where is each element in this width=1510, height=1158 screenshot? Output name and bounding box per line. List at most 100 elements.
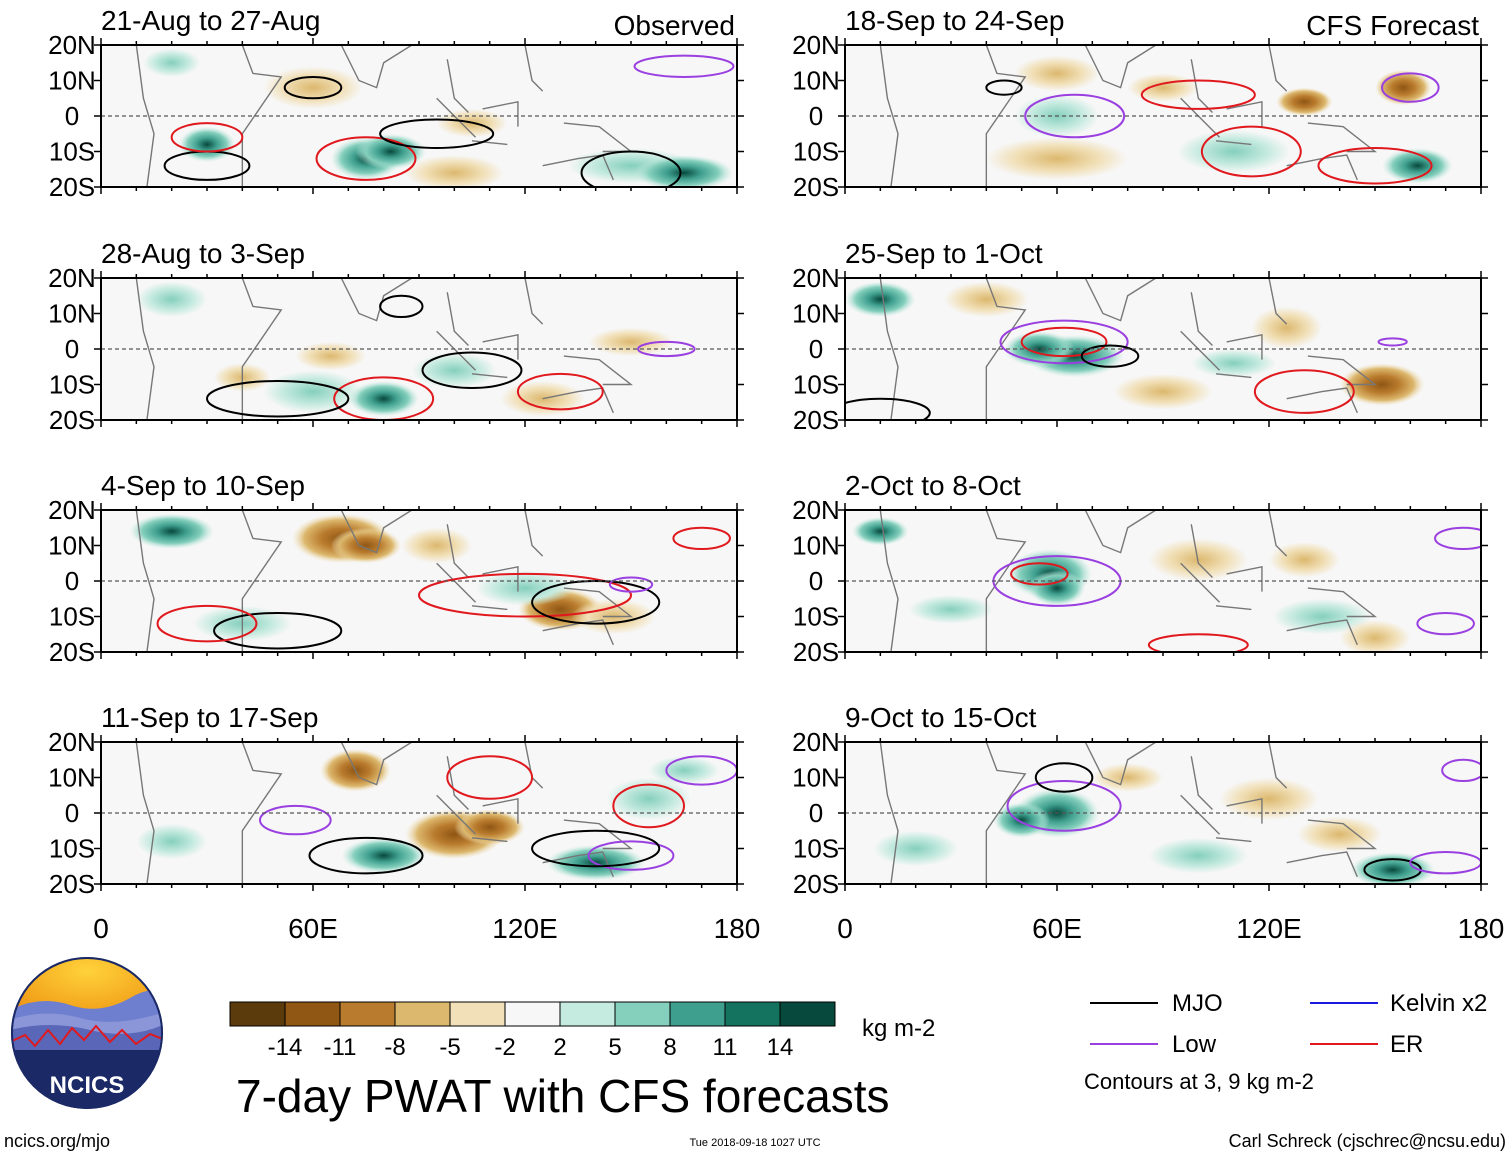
colorbar-swatch bbox=[669, 1001, 726, 1027]
colorbar-swatch bbox=[779, 1001, 836, 1027]
coastline bbox=[879, 510, 1378, 652]
contour-line bbox=[418, 572, 632, 618]
anomaly-blob bbox=[1177, 130, 1291, 173]
map-panel: 20N 10N 0 10S 20S 25-Sep to 1-Oct bbox=[792, 238, 1488, 435]
y-tick-label: 20S bbox=[793, 869, 839, 899]
y-tick-label: 0 bbox=[809, 334, 823, 364]
y-tick-label: 20N bbox=[48, 263, 96, 293]
contour-line bbox=[637, 340, 696, 358]
contour-line bbox=[1080, 344, 1140, 368]
anomaly-blob bbox=[178, 126, 236, 163]
map-panel: 20N 10N 0 10S 20S 9-Oct to 15-Oct 0 60E 120E 180 bbox=[792, 702, 1504, 944]
contour-line bbox=[999, 319, 1129, 365]
colorbar-label: -5 bbox=[439, 1034, 460, 1061]
panel-title: 28-Aug to 3-Sep bbox=[101, 238, 305, 269]
anomaly-blob bbox=[1339, 620, 1411, 652]
contour-line bbox=[672, 526, 731, 551]
colorbar-swatch bbox=[724, 1001, 781, 1027]
map-panel: 20N 10N 0 10S 20S 2-Oct to 8-Oct bbox=[792, 470, 1488, 667]
anomaly-blob bbox=[136, 823, 207, 860]
anomaly-blob bbox=[943, 281, 1029, 318]
colorbar-swatch bbox=[449, 1001, 506, 1027]
contour-line bbox=[1317, 146, 1433, 185]
contour-line bbox=[1020, 326, 1108, 358]
anomaly-blob bbox=[1191, 349, 1277, 378]
anomaly-blob bbox=[1028, 570, 1086, 606]
contour-line bbox=[665, 755, 737, 786]
contour-line bbox=[446, 755, 534, 800]
contour-line bbox=[1253, 369, 1355, 414]
contour-line bbox=[1377, 337, 1408, 347]
colorbar-swatch bbox=[284, 1001, 341, 1027]
anomaly-blob bbox=[1276, 87, 1333, 117]
y-tick-label: 10N bbox=[792, 531, 840, 561]
anomaly-blob bbox=[993, 802, 1050, 838]
colorbar-swatch bbox=[394, 1001, 451, 1027]
contour-line bbox=[315, 136, 417, 181]
colorbar-label: 8 bbox=[663, 1034, 676, 1061]
panel-title: 11-Sep to 17-Sep bbox=[101, 702, 318, 733]
contour-line bbox=[531, 829, 661, 868]
anomaly-blob bbox=[873, 830, 959, 867]
contour-line bbox=[580, 150, 682, 187]
y-tick-label: 20S bbox=[793, 405, 839, 435]
y-tick-label: 0 bbox=[809, 566, 823, 596]
anomaly-blob bbox=[1092, 763, 1163, 792]
anomaly-blob bbox=[1251, 306, 1322, 350]
contour-line bbox=[1441, 758, 1481, 783]
colorbar-label: 11 bbox=[713, 1034, 738, 1061]
y-tick-label: 20S bbox=[49, 405, 95, 435]
contour-line bbox=[333, 376, 435, 420]
contour-line bbox=[1381, 72, 1440, 103]
contour-line bbox=[845, 397, 931, 420]
y-tick-label: 10N bbox=[792, 299, 840, 329]
y-tick-label: 0 bbox=[65, 101, 79, 131]
contour-line bbox=[1024, 93, 1126, 139]
anomaly-blob bbox=[986, 137, 1128, 180]
x-tick-label: 0 bbox=[93, 913, 109, 944]
colorbar-label: -2 bbox=[494, 1034, 515, 1061]
column-label: Observed bbox=[614, 10, 735, 41]
y-tick-label: 10N bbox=[48, 66, 96, 96]
y-tick-label: 0 bbox=[65, 566, 79, 596]
colorbar-swatch bbox=[229, 1001, 286, 1027]
colorbar-label: -8 bbox=[384, 1034, 405, 1061]
anomaly-blob bbox=[908, 595, 994, 624]
y-tick-label: 10N bbox=[48, 763, 96, 793]
anomaly-blob bbox=[1382, 147, 1453, 184]
anomaly-blob bbox=[475, 570, 575, 606]
panel-title: 25-Sep to 1-Oct bbox=[845, 238, 1043, 269]
colorbar-swatch bbox=[614, 1001, 671, 1027]
site-url[interactable]: ncics.org/mjo bbox=[4, 1131, 110, 1151]
contour-line bbox=[1200, 125, 1302, 178]
contour-line bbox=[985, 79, 1023, 96]
anomaly-blob bbox=[129, 513, 215, 550]
author-credit: Carl Schreck (cjschrec@ncsu.edu) bbox=[1229, 1131, 1506, 1151]
coastline bbox=[879, 742, 1378, 884]
contour-line bbox=[1034, 762, 1094, 793]
anomaly-blob bbox=[263, 66, 363, 109]
coastline bbox=[135, 278, 634, 420]
colorbar-label: 5 bbox=[608, 1034, 621, 1061]
coastline bbox=[879, 45, 1378, 187]
contour-line bbox=[1006, 780, 1122, 832]
anomaly-blob bbox=[404, 155, 504, 187]
x-tick-label: 180 bbox=[1458, 913, 1505, 944]
anomaly-blob bbox=[143, 48, 200, 77]
anomaly-blob bbox=[845, 281, 916, 318]
colorbar-label: -14 bbox=[268, 1034, 303, 1061]
anomaly-blob bbox=[634, 155, 734, 187]
y-tick-label: 20S bbox=[793, 637, 839, 667]
x-tick-label: 60E bbox=[1032, 913, 1082, 944]
timestamp: Tue 2018-09-18 1027 UTC bbox=[689, 1137, 820, 1149]
y-tick-label: 0 bbox=[65, 334, 79, 364]
coastline bbox=[135, 45, 634, 187]
contour-line bbox=[259, 804, 332, 836]
panel-title: 4-Sep to 10-Sep bbox=[101, 470, 305, 501]
map-panel: 20N 10N 0 10S 20S 21-Aug to 27-Aug Observed bbox=[48, 5, 744, 202]
anomaly-blob bbox=[1113, 373, 1213, 410]
contour-line bbox=[516, 372, 604, 411]
y-tick-label: 20N bbox=[48, 727, 96, 757]
contour-line bbox=[633, 54, 735, 78]
